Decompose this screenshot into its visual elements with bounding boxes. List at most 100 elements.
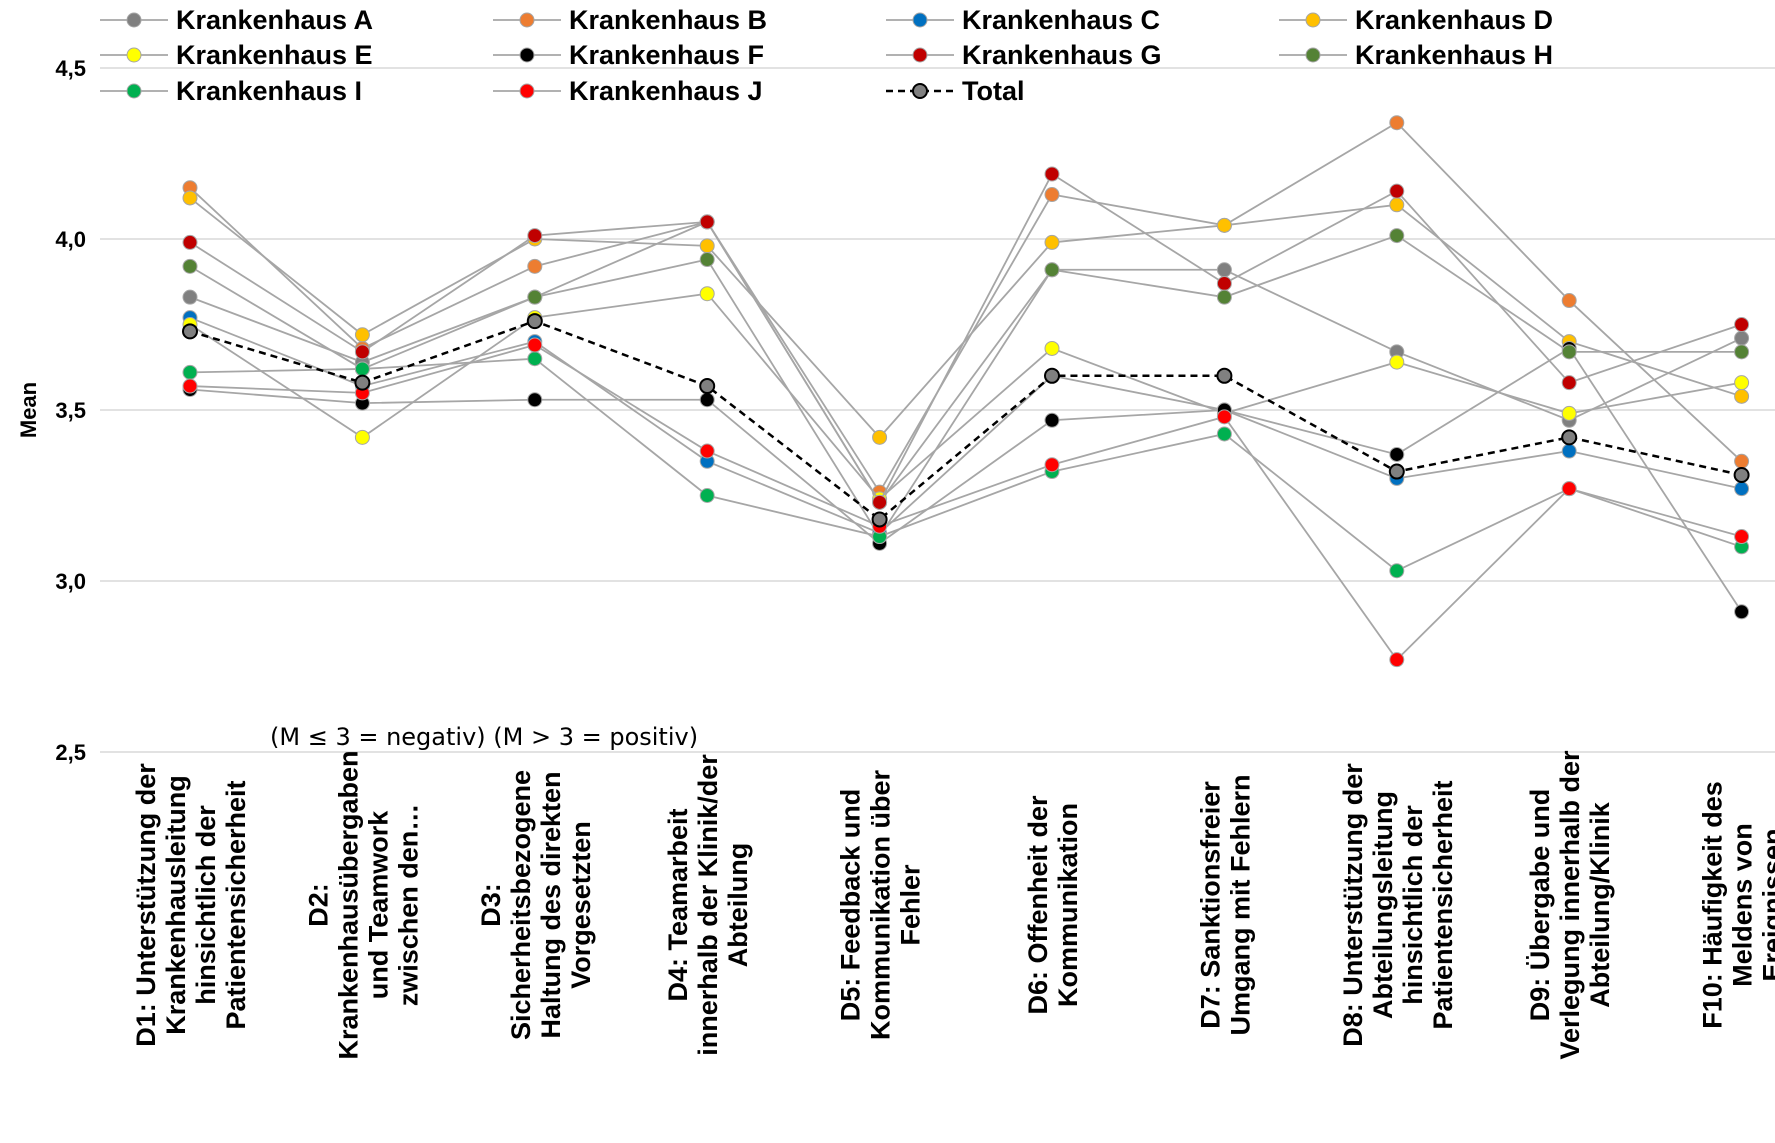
- series-line: [189, 347, 1743, 613]
- x-category-line: Patientensicherheit: [221, 780, 251, 1029]
- legend-marker: [1305, 47, 1321, 63]
- data-point: [1561, 344, 1577, 360]
- legend-item: Krankenhaus I: [100, 76, 362, 106]
- x-category-line: F10: Häufigkeit des: [1698, 781, 1728, 1029]
- data-point: [1733, 466, 1750, 483]
- data-point: [1389, 652, 1405, 668]
- x-category-line: Meldens von: [1728, 823, 1758, 987]
- x-category-line: D3:: [476, 883, 506, 927]
- x-category-line: D6: Offenheit der: [1023, 795, 1053, 1015]
- data-point: [354, 374, 371, 391]
- legend-item: Krankenhaus E: [100, 40, 373, 70]
- data-point: [1044, 166, 1060, 182]
- data-point: [182, 364, 198, 380]
- data-point: [1216, 409, 1232, 425]
- data-point: [872, 429, 888, 445]
- x-category-label: D6: Offenheit der Kommunikation: [1023, 795, 1083, 1015]
- series-krankenhaus-h: [182, 228, 1750, 545]
- legend-item: Krankenhaus B: [493, 5, 767, 35]
- data-point: [1389, 354, 1405, 370]
- series-total: [182, 313, 1750, 528]
- data-point: [1389, 446, 1405, 462]
- x-category-line: Ereignissen: [1758, 828, 1775, 981]
- legend-marker: [519, 12, 535, 28]
- data-point: [1561, 443, 1577, 459]
- data-point: [1388, 463, 1405, 480]
- data-point: [354, 429, 370, 445]
- x-category-label: D1: Unterstützung der Krankenhausleitung h…: [131, 763, 251, 1047]
- series-line: [189, 220, 1742, 504]
- data-point: [1561, 405, 1577, 421]
- legend-item: Krankenhaus H: [1279, 40, 1553, 70]
- data-point: [527, 258, 543, 274]
- x-category-line: Vorgesetzten: [566, 821, 596, 989]
- data-point: [182, 323, 198, 340]
- data-point: [527, 351, 543, 367]
- x-category-line: zwischen den…: [393, 804, 423, 1007]
- data-point: [526, 313, 543, 330]
- data-point: [1734, 453, 1750, 469]
- x-category-line: D4: Teamarbeit: [663, 808, 693, 1001]
- legend-item: Krankenhaus G: [886, 40, 1162, 70]
- legend-marker: [912, 12, 928, 28]
- series-krankenhaus-b: [182, 115, 1750, 500]
- x-category-line: Kommunikation: [1053, 803, 1083, 1007]
- x-category-label: F10: Häufigkeit des Meldens von Ereignisse…: [1698, 781, 1775, 1029]
- data-point: [1389, 563, 1405, 579]
- data-point: [1734, 317, 1750, 332]
- data-point: [182, 234, 198, 250]
- x-category-line: hinsichtlich der: [1398, 805, 1428, 1005]
- legend-item: Krankenhaus D: [1279, 5, 1553, 35]
- series-krankenhaus-d: [182, 190, 1750, 445]
- data-point: [1561, 429, 1578, 446]
- legend-marker: [519, 83, 535, 99]
- x-axis-categories: D1: Unterstützung der Krankenhausleitung h…: [131, 750, 1775, 1060]
- x-category-line: innerhalb der Klinik/der: [693, 754, 723, 1056]
- data-point: [1561, 481, 1577, 497]
- series-krankenhaus-f: [182, 340, 1750, 620]
- legend-item: Total: [886, 76, 1025, 106]
- data-point: [699, 378, 716, 395]
- data-point: [1044, 187, 1060, 203]
- x-category-line: D7: Sanktionsfreier: [1195, 781, 1225, 1029]
- data-point: [1216, 275, 1232, 291]
- data-point: [1044, 412, 1060, 428]
- x-category-line: Sicherheitsbezogene: [506, 770, 536, 1040]
- data-point: [1044, 457, 1060, 473]
- data-point: [1044, 340, 1060, 356]
- legend: Krankenhaus A Krankenhaus B Krankenhaus C K…: [100, 5, 1553, 106]
- data-point: [872, 494, 888, 510]
- x-category-line: Verlegung innerhalb der: [1555, 750, 1585, 1060]
- y-axis-ticks: 2,5 3,0 3,5 4,0 4,5: [55, 56, 86, 765]
- x-category-line: Abteilung/Klinik: [1585, 801, 1615, 1007]
- data-point: [527, 228, 543, 244]
- data-point: [1044, 262, 1060, 278]
- x-category-line: D9: Übergabe und: [1525, 789, 1555, 1022]
- data-point: [1734, 330, 1750, 346]
- x-category-line: und Teamwork: [363, 810, 393, 1000]
- data-point: [871, 511, 888, 528]
- legend-item: Krankenhaus C: [886, 5, 1160, 35]
- legend-label: Total: [962, 76, 1025, 106]
- data-point: [699, 238, 715, 254]
- x-category-label: D3: Sicherheitsbezogene Haltung des direkt…: [476, 770, 596, 1040]
- x-category-line: Umgang mit Fehlern: [1225, 774, 1255, 1035]
- data-point: [182, 190, 198, 206]
- data-point: [1044, 367, 1060, 384]
- data-point: [699, 488, 715, 503]
- data-point: [1216, 289, 1232, 305]
- x-category-label: D9: Übergabe und Verlegung innerhalb der A…: [1525, 750, 1615, 1060]
- y-axis-title: Mean: [16, 382, 41, 438]
- series-line: [189, 357, 1742, 572]
- data-point: [527, 392, 543, 408]
- series-krankenhaus-a: [182, 214, 1750, 510]
- data-point: [1734, 344, 1750, 360]
- x-category-line: D2:: [303, 883, 333, 927]
- x-category-line: Kommunikation über: [866, 770, 896, 1041]
- series-lines: [182, 115, 1750, 668]
- data-point: [1389, 228, 1405, 244]
- data-point: [1389, 183, 1405, 199]
- x-category-line: Abteilung: [723, 843, 753, 967]
- x-category-line: Patientensicherheit: [1428, 780, 1458, 1029]
- data-point: [354, 327, 370, 343]
